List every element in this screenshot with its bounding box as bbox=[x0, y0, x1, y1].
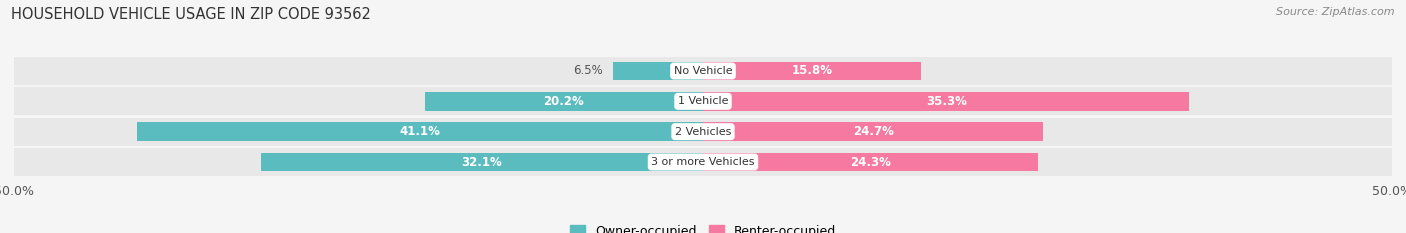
Text: 15.8%: 15.8% bbox=[792, 65, 832, 78]
Bar bbox=[703, 122, 1043, 141]
Text: 20.2%: 20.2% bbox=[544, 95, 585, 108]
Text: Source: ZipAtlas.com: Source: ZipAtlas.com bbox=[1277, 7, 1395, 17]
Legend: Owner-occupied, Renter-occupied: Owner-occupied, Renter-occupied bbox=[565, 220, 841, 233]
Text: 24.3%: 24.3% bbox=[851, 155, 891, 168]
Bar bbox=[260, 153, 703, 171]
Bar bbox=[14, 148, 1392, 176]
Bar bbox=[14, 87, 1392, 115]
Bar bbox=[703, 153, 1038, 171]
Text: 2 Vehicles: 2 Vehicles bbox=[675, 127, 731, 137]
Bar bbox=[703, 92, 1189, 111]
Bar bbox=[14, 118, 1392, 146]
Text: 6.5%: 6.5% bbox=[572, 65, 602, 78]
Text: 1 Vehicle: 1 Vehicle bbox=[678, 96, 728, 106]
Text: 41.1%: 41.1% bbox=[399, 125, 440, 138]
Text: 24.7%: 24.7% bbox=[852, 125, 894, 138]
Text: 3 or more Vehicles: 3 or more Vehicles bbox=[651, 157, 755, 167]
Text: No Vehicle: No Vehicle bbox=[673, 66, 733, 76]
Bar bbox=[613, 62, 703, 80]
Text: 35.3%: 35.3% bbox=[925, 95, 967, 108]
Text: HOUSEHOLD VEHICLE USAGE IN ZIP CODE 93562: HOUSEHOLD VEHICLE USAGE IN ZIP CODE 9356… bbox=[11, 7, 371, 22]
Bar bbox=[136, 122, 703, 141]
Bar bbox=[703, 62, 921, 80]
Bar bbox=[425, 92, 703, 111]
Text: 32.1%: 32.1% bbox=[461, 155, 502, 168]
Bar bbox=[14, 57, 1392, 85]
